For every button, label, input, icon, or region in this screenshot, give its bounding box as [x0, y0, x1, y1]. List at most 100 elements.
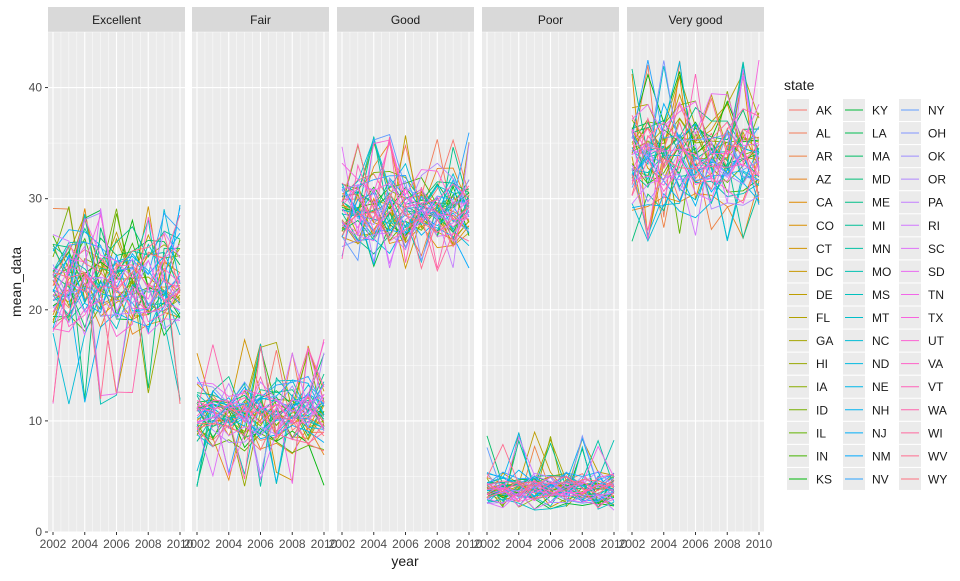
series-line-il	[196, 424, 325, 454]
x-tick-label: 2010	[601, 537, 628, 551]
legend-item-fl: FL	[787, 306, 830, 329]
facet-strip	[482, 7, 619, 32]
x-tick-label: 2002	[619, 537, 646, 551]
series-line-tx	[196, 389, 325, 424]
series-line-va	[52, 272, 181, 328]
legend-label: NY	[928, 104, 945, 118]
series-line-fl	[196, 343, 325, 443]
legend-label: NJ	[872, 426, 887, 440]
x-tick-label: 2006	[103, 537, 130, 551]
legend-item-tx: TX	[899, 306, 943, 329]
legend-label: OH	[928, 127, 946, 141]
legend-label: NH	[872, 403, 889, 417]
legend-label: FL	[816, 311, 830, 325]
series-line-tn	[341, 182, 470, 229]
legend-label: NE	[872, 380, 889, 394]
series-line-sc	[486, 491, 615, 510]
legend-label: CO	[816, 219, 834, 233]
legend-item-la: LA	[843, 122, 887, 145]
series-line-mo	[52, 241, 181, 405]
legend-label: DE	[816, 288, 833, 302]
series-line-ri	[196, 351, 325, 437]
x-tick-label: 2004	[215, 537, 242, 551]
legend-label: UT	[928, 334, 945, 348]
legend-label: NV	[872, 472, 889, 486]
series-line-vt	[196, 339, 325, 423]
series-line-ut	[196, 406, 325, 441]
legend-item-wa: WA	[899, 398, 947, 421]
series-line-wi	[196, 346, 325, 480]
series-line-ms	[341, 183, 470, 225]
facet-strip	[627, 7, 764, 32]
legend-label: WY	[928, 472, 947, 486]
series-line-wv	[486, 443, 615, 495]
legend-label: IA	[816, 380, 827, 394]
series-line-wv	[631, 97, 760, 157]
legend-item-sd: SD	[899, 260, 945, 283]
legend-label: WA	[928, 403, 947, 417]
legend-label: SD	[928, 265, 945, 279]
legend-label: OR	[928, 173, 946, 187]
legend-item-ri: RI	[899, 214, 940, 237]
series-line-wa	[631, 108, 760, 169]
series-line-ks	[196, 404, 325, 486]
series-line-sc	[631, 75, 760, 202]
series-line-wy	[196, 415, 325, 452]
legend-item-dc: DC	[787, 260, 834, 283]
legend-label: PA	[928, 196, 943, 210]
series-line-sd	[631, 93, 760, 147]
series-line-or	[196, 352, 325, 443]
series-line-sd	[52, 243, 181, 397]
series-line-vt	[52, 257, 181, 314]
series-line-tx	[486, 486, 615, 508]
facet-label: Fair	[250, 13, 271, 27]
series-line-mi	[486, 475, 615, 503]
series-line-nh	[52, 204, 181, 403]
series-line-wy	[631, 145, 760, 231]
legend-label: TN	[928, 288, 944, 302]
legend-item-ms: MS	[843, 283, 890, 306]
series-line-wv	[196, 408, 325, 446]
series-line-nh	[196, 379, 325, 419]
x-tick-label: 2002	[40, 537, 67, 551]
x-tick-label: 2002	[329, 537, 356, 551]
legend-item-ks: KS	[787, 467, 832, 490]
series-line-or	[341, 162, 470, 262]
x-tick-label: 2006	[682, 537, 709, 551]
facet-strip	[192, 7, 329, 32]
series-line-sc	[52, 208, 181, 336]
legend-label: ID	[816, 403, 828, 417]
legend-label: MO	[872, 265, 891, 279]
legend-label: AK	[816, 104, 832, 118]
legend-item-wv: WV	[899, 444, 947, 467]
legend-label: ME	[872, 196, 890, 210]
legend-label: MS	[872, 288, 890, 302]
legend-item-ak: AK	[787, 99, 832, 121]
x-tick-label: 2008	[279, 537, 306, 551]
x-axis-title: year	[391, 553, 419, 569]
legend-item-co: CO	[787, 214, 834, 237]
legend-item-nd: ND	[843, 352, 890, 375]
series-line-ri	[631, 69, 760, 236]
facet-label: Good	[391, 13, 420, 27]
legend-item-mo: MO	[843, 260, 891, 283]
legend-label: WI	[928, 426, 943, 440]
legend-item-ga: GA	[787, 329, 833, 352]
series-line-tn	[631, 100, 760, 240]
series-line-ok	[196, 383, 325, 475]
facet-label: Poor	[538, 13, 563, 27]
series-line-nm	[341, 189, 470, 269]
series-line-sc	[196, 394, 325, 481]
legend-item-oh: OH	[899, 122, 946, 145]
legend-label: AZ	[816, 173, 831, 187]
series-line-ok	[341, 179, 470, 262]
legend-item-ia: IA	[787, 375, 827, 398]
series-line-nj	[196, 410, 325, 443]
legend-label: VT	[928, 380, 944, 394]
legend-item-md: MD	[843, 168, 891, 191]
facet-label: Excellent	[92, 13, 141, 27]
legend-item-wi: WI	[899, 421, 943, 444]
legend-item-ky: KY	[843, 99, 888, 121]
